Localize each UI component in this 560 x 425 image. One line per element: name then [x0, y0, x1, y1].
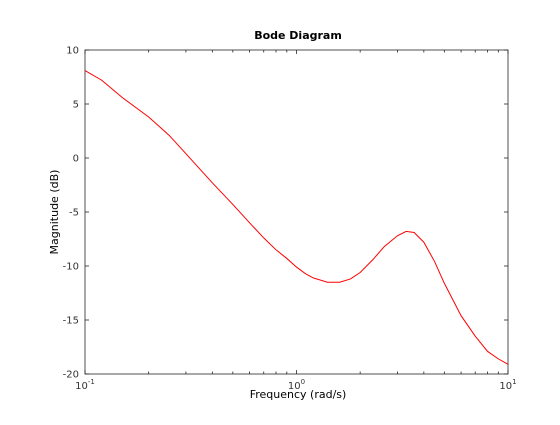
plot-area	[84, 49, 509, 375]
x-tick-labels: 10-1 100 101	[75, 378, 516, 392]
y-tick-labels: 10 5 0 -5 -10 -15 -20	[63, 46, 79, 381]
x-tick-label: 100	[288, 378, 305, 392]
chart-title: Bode Diagram	[254, 29, 342, 42]
y-tick-label: 5	[73, 100, 79, 111]
x-axis-label: Frequency (rad/s)	[250, 388, 347, 401]
x-tick-label: 101	[499, 378, 516, 392]
y-tick-label: 0	[73, 154, 79, 165]
y-tick-label: -5	[69, 208, 79, 219]
y-axis-label: Magnitude (dB)	[48, 170, 61, 255]
x-tick-label: 10-1	[75, 378, 95, 392]
magnitude-line	[84, 70, 509, 365]
y-tick-label: -15	[63, 316, 79, 327]
y-tick-label: -10	[63, 262, 79, 273]
tick-marks	[84, 49, 509, 375]
y-tick-label: 10	[66, 46, 79, 57]
y-tick-label: -20	[63, 370, 79, 381]
